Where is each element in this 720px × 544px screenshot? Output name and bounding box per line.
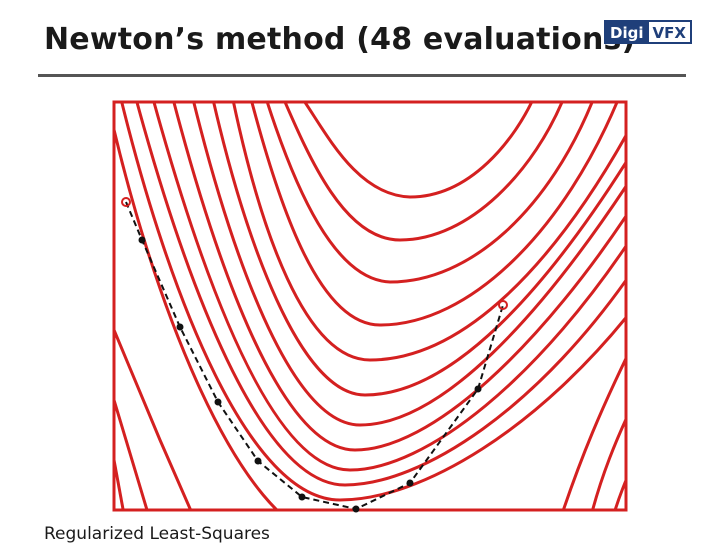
contour-line [613,476,626,510]
iteration-point [298,493,306,501]
contour-line [212,102,626,397]
iteration-point [214,398,222,406]
title-underline [38,74,686,77]
contour-line [135,102,626,487]
iteration-point [254,457,262,465]
contour-line [192,102,626,427]
iteration-point [176,323,184,331]
logo-vfx: VFX [649,20,692,44]
iteration-path [125,201,504,511]
contour-lines [114,102,626,510]
contour-line [283,102,564,242]
contour-line [591,415,626,510]
iteration-point [138,236,146,244]
contour-line [152,102,626,472]
iteration-point [352,505,360,513]
contour-line [114,399,149,510]
contour-line [561,355,626,510]
contour-line [114,329,193,510]
digivfx-logo: Digi VFX [604,20,692,44]
contour-line [265,102,594,284]
contour-line [302,102,534,199]
iteration-points [138,236,482,513]
contour-line [114,123,280,510]
contour-line [114,459,125,510]
iteration-point [474,385,482,393]
end-point-marker [498,300,508,310]
iteration-point [406,479,414,487]
contour-line [250,102,619,327]
logo-digi: Digi [604,20,650,44]
start-point-marker [121,197,131,207]
contour-line [172,102,626,452]
footer-caption: Regularized Least-Squares [44,524,270,544]
contour-line [231,102,626,362]
contour-line [120,102,626,502]
page-title: Newton’s method (48 evaluations) [44,22,636,57]
plot-frame [112,100,628,512]
